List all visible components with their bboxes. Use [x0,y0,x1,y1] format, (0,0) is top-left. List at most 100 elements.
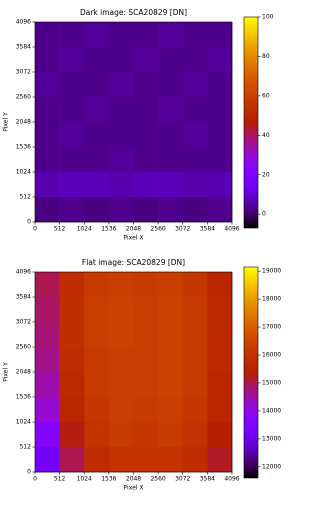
y-tick-label: 2048 [16,119,31,126]
colorbar [243,16,259,229]
colorbar-tick-label: 80 [262,53,270,60]
heatmap-cell [158,397,184,423]
heatmap-cell [35,372,60,398]
heatmap-cell [133,447,159,473]
heatmap-cell [133,297,159,323]
y-tick-label: 0 [27,469,31,476]
heatmap-cell [207,97,233,123]
x-tick-label: 4096 [224,476,239,483]
heatmap-cell [207,372,233,398]
x-tick-label: 0 [33,476,37,483]
heatmap-cell [182,347,208,373]
heatmap-cell [59,97,85,123]
heatmap-cell [35,422,60,448]
heatmap-cell [182,97,208,123]
y-tick-label: 4096 [16,269,31,276]
heatmap-cell [182,147,208,173]
colorbar-tick-label: 12000 [262,463,281,470]
x-tick-label: 3072 [175,226,190,233]
heatmap-cell [59,197,85,223]
heatmap-cell [59,147,85,173]
heatmap-cell [84,422,110,448]
x-tick-label: 3072 [175,476,190,483]
heatmap-cell [35,397,60,423]
heatmap-cell [108,347,134,373]
heatmap-cell [158,347,184,373]
heatmap-cell [59,22,85,48]
heatmap-cell [59,397,85,423]
y-tick-label: 3072 [16,319,31,326]
heatmap-cell [59,322,85,348]
heatmap-cell [108,122,134,148]
heatmap-cell [108,272,134,298]
heatmap-cell [207,172,233,198]
heatmap-cell [207,447,233,473]
y-tick-label: 3072 [16,69,31,76]
x-tick-label: 1024 [77,476,92,483]
heatmap-cell [84,122,110,148]
heatmap-cell [108,172,134,198]
x-tick-label: 4096 [224,226,239,233]
y-tick-label: 1024 [16,419,31,426]
heatmap-cell [84,372,110,398]
heatmap-cell [35,22,60,48]
heatmap-cell [182,397,208,423]
y-tick-label: 4096 [16,19,31,26]
heatmap-cell [207,347,233,373]
heatmap-cell [182,22,208,48]
heatmap-cell [133,47,159,73]
heatmap-cell [182,372,208,398]
heatmap-cell [133,372,159,398]
heatmap-cell [182,272,208,298]
heatmap-cell [84,147,110,173]
heatmap-cell [35,272,60,298]
colorbar-tick-label: 40 [262,132,270,139]
heatmap-cell [207,272,233,298]
heatmap-cell [84,22,110,48]
heatmap-cell [84,272,110,298]
heatmap-cell [182,447,208,473]
heatmap-cell [158,447,184,473]
heatmap-cell [133,397,159,423]
heatmap-cell [133,322,159,348]
y-axis-label: Pixel Y [3,112,10,132]
x-tick-label: 512 [54,226,66,233]
heatmap-cell [133,347,159,373]
heatmap-cell [108,422,134,448]
figure: Dark image: SCA20829 [DN]0 512 1024 1536 204… [3,8,282,492]
heatmap-cell [108,147,134,173]
heatmap-cell [182,322,208,348]
chart-title: Dark image: SCA20829 [DN] [80,8,187,17]
heatmap-cell [84,447,110,473]
y-tick-label: 512 [20,444,32,451]
heatmap-cell [182,172,208,198]
heatmap-cell [108,297,134,323]
heatmap-cell [84,322,110,348]
heatmap-cell [158,172,184,198]
colorbar-tick-label: 60 [262,92,270,99]
x-tick-label: 2048 [126,476,141,483]
y-tick-label: 2560 [16,94,31,101]
colorbar-tick-label: 20 [262,171,270,178]
heatmap-cell [133,172,159,198]
colorbar-tick-label: 14000 [262,407,281,414]
colorbar-tick-label: 100 [262,14,274,21]
heatmap-cell [133,197,159,223]
heatmap-cell [207,22,233,48]
y-tick-label: 1024 [16,169,31,176]
heatmap-cell [59,72,85,98]
heatmap-cell [84,47,110,73]
heatmap-cell [108,447,134,473]
heatmap-cell [108,322,134,348]
heatmap-cell [207,397,233,423]
heatmap-cell [158,322,184,348]
heatmap-cell [84,297,110,323]
y-tick-label: 2048 [16,369,31,376]
colorbar-tick-label: 0 [262,211,266,218]
heatmap-cell [35,47,60,73]
heatmap-cell [59,47,85,73]
heatmap-cell [84,197,110,223]
x-tick-label: 0 [33,226,37,233]
heatmap-cell [59,172,85,198]
x-tick-label: 2048 [126,226,141,233]
